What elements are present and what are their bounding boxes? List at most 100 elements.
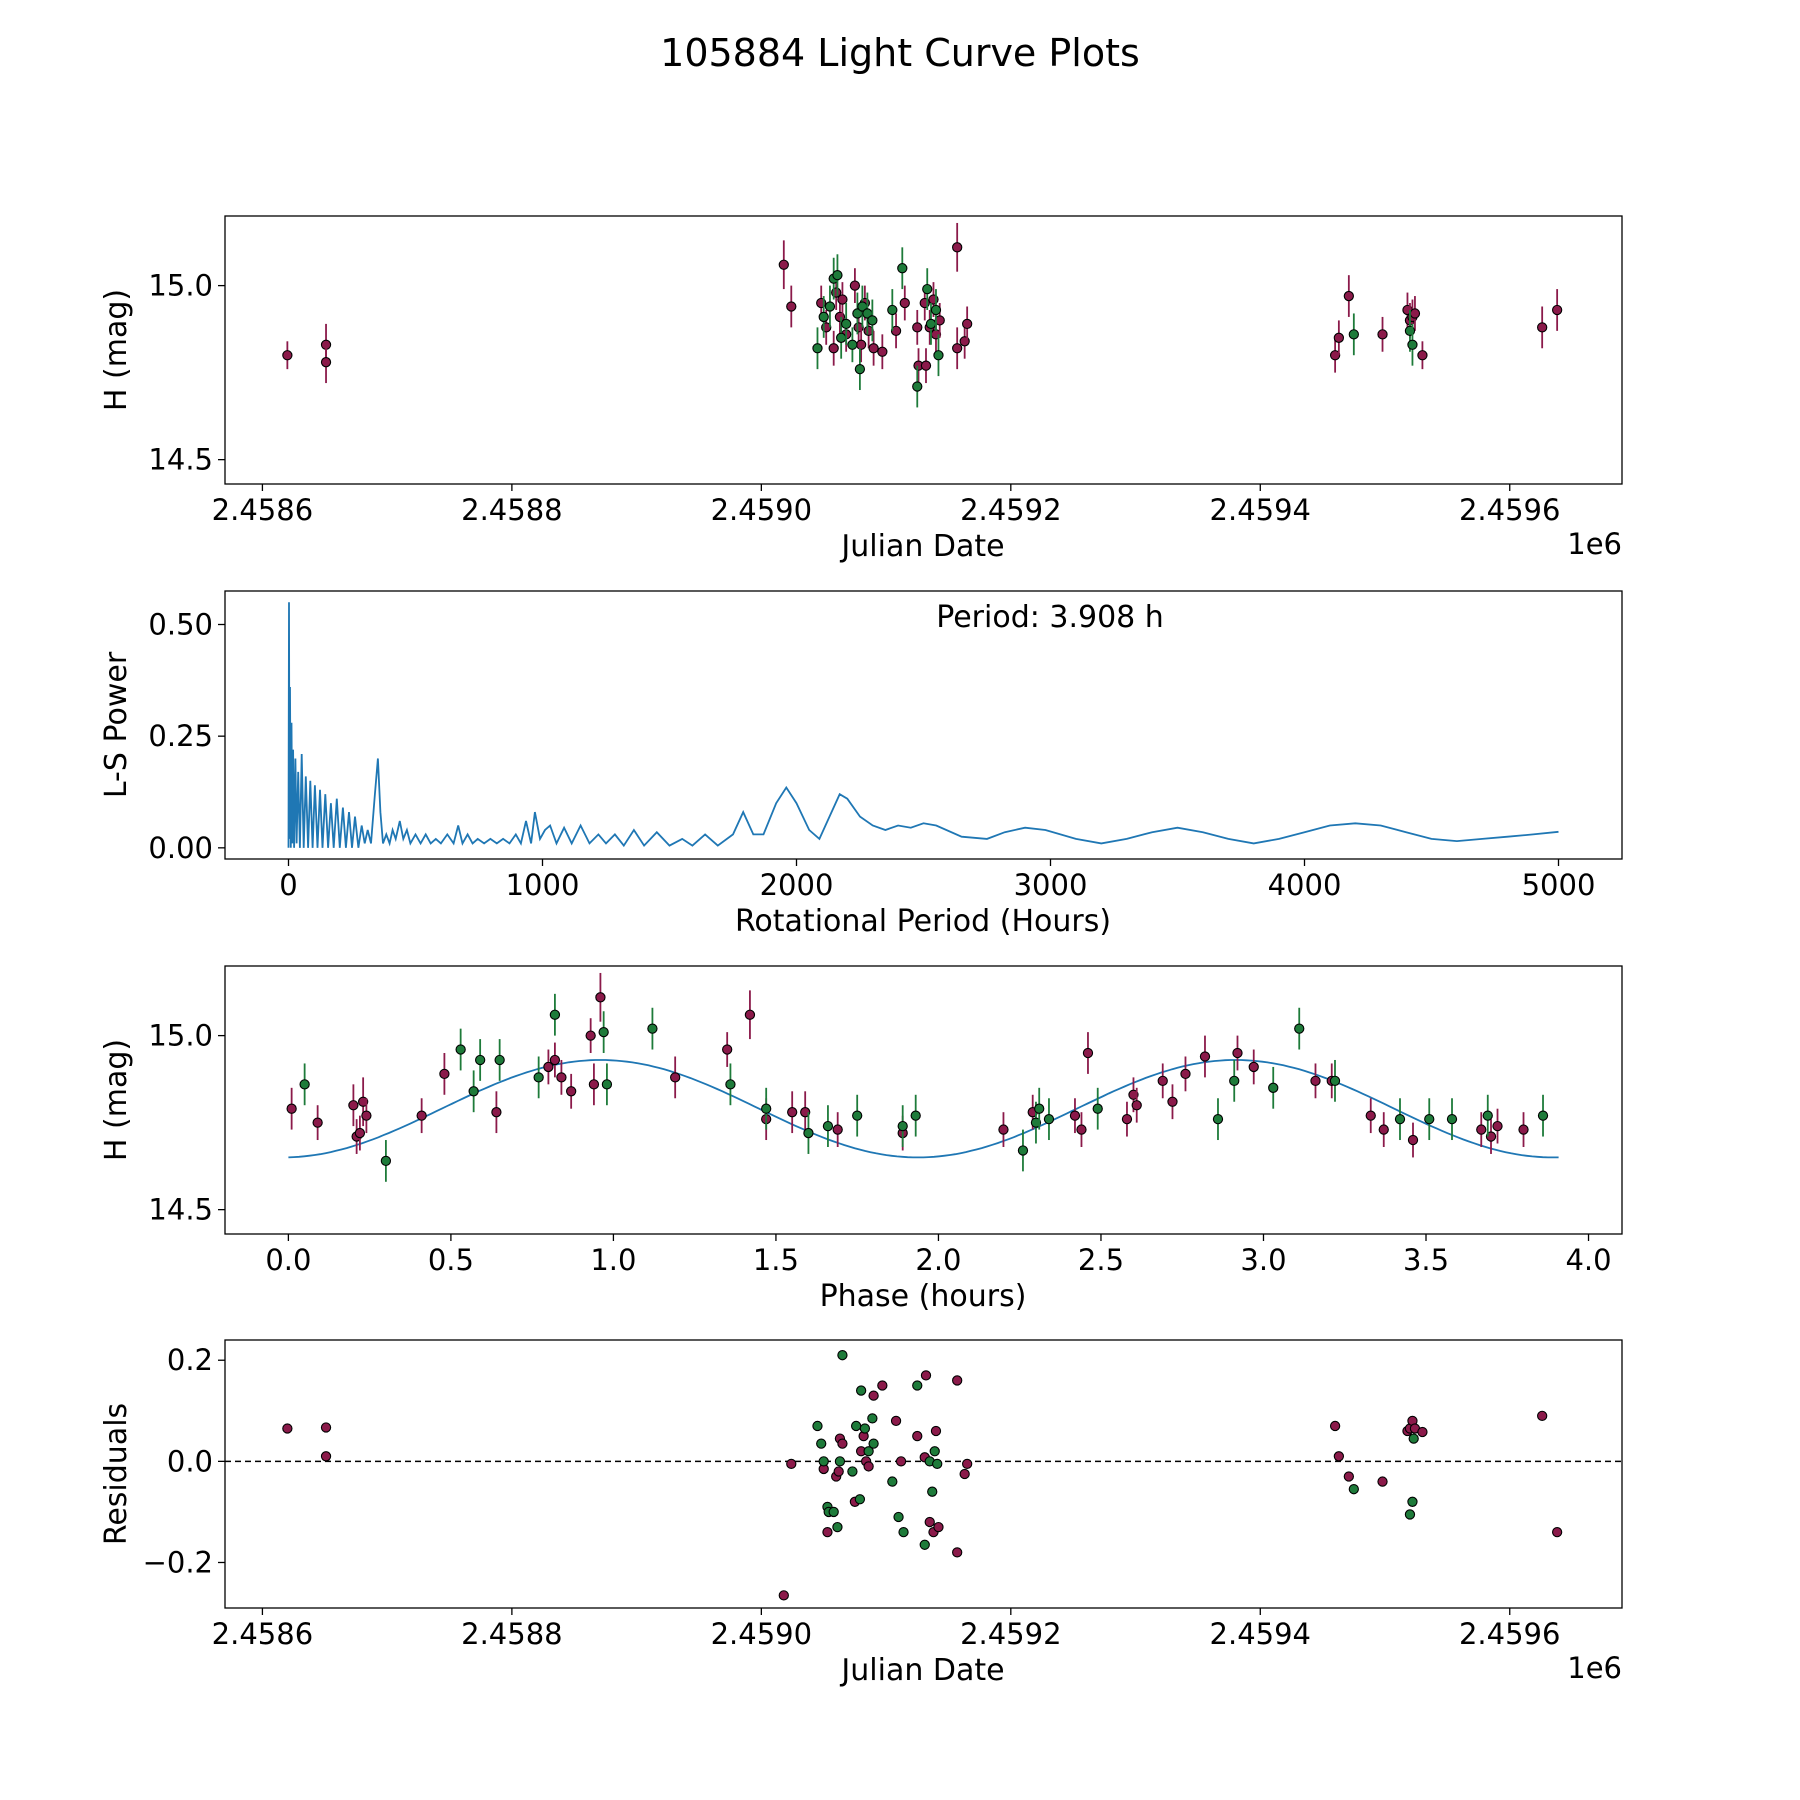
data-point (416, 1110, 427, 1121)
data-point (912, 381, 923, 392)
data-point (1333, 332, 1345, 343)
data-point (1043, 1113, 1055, 1125)
data-point (282, 350, 293, 361)
data-point (855, 339, 867, 350)
data-point (828, 343, 839, 354)
data-point (282, 1423, 293, 1434)
y-axis-label: L-S Power (99, 651, 134, 798)
x-axis-label: Phase (hours) (820, 1279, 1027, 1314)
x-tick-label: 3.0 (1240, 1243, 1286, 1277)
data-point (744, 1009, 756, 1020)
data-point (1417, 1426, 1428, 1438)
y-axis: 14.5 15.0 (148, 269, 225, 477)
data-point (1407, 1496, 1418, 1507)
data-point (803, 1127, 814, 1139)
data-point (1482, 1110, 1493, 1121)
axes-frame (224, 215, 1623, 485)
x-tick-label: 0 (279, 868, 297, 902)
data-point (912, 1430, 923, 1442)
data-point (1212, 1113, 1224, 1125)
data-point (832, 1521, 843, 1533)
data-point (863, 1461, 874, 1472)
data-point (887, 1476, 898, 1487)
figure-title: 105884 Light Curve Plots (660, 31, 1140, 75)
x-axis: 0 1000 2000 3000 4000 5000 (279, 859, 1595, 902)
data-point (933, 350, 944, 361)
data-point (320, 1422, 332, 1433)
y-tick-label: 0.00 (148, 831, 213, 865)
x-axis-offset-label: 1e6 (1567, 1651, 1622, 1685)
data-point (800, 1107, 811, 1118)
y-tick-label: 14.5 (148, 443, 213, 477)
data-point (868, 343, 879, 354)
data-point (1092, 1103, 1103, 1114)
data-point (849, 280, 861, 291)
data-point (877, 346, 888, 357)
data-point (1424, 1113, 1435, 1125)
data-point (927, 1486, 938, 1497)
x-tick-label: 2.4590 (711, 493, 812, 527)
residual-marks (225, 1350, 1622, 1601)
x-tick-label: 2.5 (1078, 1243, 1124, 1277)
y-tick-label: 0.2 (167, 1343, 213, 1377)
residuals-panel: 2.4586 2.4588 2.4590 2.4592 2.4594 2.4596 −0.… (99, 1339, 1623, 1688)
data-point (725, 1079, 736, 1090)
data-point (898, 1527, 909, 1538)
y-axis: −0.2 0.0 0.2 (143, 1343, 225, 1579)
data-point (1076, 1124, 1087, 1135)
data-point (585, 1030, 596, 1041)
data-point (556, 1072, 567, 1083)
data-point (890, 1415, 902, 1427)
data-point (1268, 1082, 1279, 1093)
data-point (1294, 1023, 1305, 1034)
data-point (1407, 1134, 1419, 1146)
y-axis: 0.00 0.25 0.50 (148, 608, 225, 865)
data-point (818, 1456, 829, 1467)
data-point (1248, 1061, 1259, 1073)
data-point (1229, 1075, 1240, 1087)
data-point (595, 992, 606, 1003)
data-point (357, 1096, 369, 1107)
data-point (1378, 1124, 1389, 1135)
data-point (1537, 1110, 1549, 1121)
data-point (722, 1044, 733, 1055)
data-point (1180, 1068, 1191, 1080)
data-point (475, 1054, 486, 1066)
data-point (1232, 1047, 1243, 1059)
data-point (1343, 1471, 1354, 1482)
data-point (1537, 322, 1548, 333)
x-tick-label: 4.0 (1565, 1243, 1611, 1277)
data-point (847, 1466, 858, 1477)
data-point (952, 1547, 963, 1558)
data-point (910, 1110, 921, 1121)
y-tick-label: 15.0 (148, 1019, 213, 1053)
x-tick-label: 5000 (1522, 868, 1596, 902)
data-point (832, 1124, 843, 1135)
data-point (778, 259, 789, 270)
y-tick-label: −0.2 (143, 1545, 213, 1579)
data-point (920, 360, 932, 371)
data-point (1329, 1420, 1341, 1432)
data-point (1492, 1120, 1503, 1132)
data-point (850, 1420, 862, 1432)
x-tick-label: 2.4592 (960, 1617, 1061, 1651)
data-point (320, 357, 332, 368)
y-tick-label: 14.5 (148, 1193, 213, 1227)
x-tick-label: 2.4588 (461, 1617, 562, 1651)
x-axis: 2.4586 2.4588 2.4590 2.4592 2.4594 2.4596 (212, 1608, 1560, 1651)
data-point (922, 283, 933, 295)
data-point (1476, 1124, 1487, 1135)
data-point (854, 363, 866, 375)
data-point (863, 1446, 874, 1457)
data-point (1030, 1117, 1042, 1128)
data-point (566, 1086, 577, 1097)
data-point (1034, 1103, 1045, 1114)
data-point (1537, 1410, 1548, 1421)
x-axis-offset-label: 1e6 (1567, 527, 1622, 561)
data-point (786, 1458, 797, 1470)
data-point (588, 1079, 600, 1090)
data-point (1017, 1145, 1029, 1156)
data-point (348, 1100, 359, 1111)
data-point (1417, 350, 1428, 361)
data-point (837, 1350, 848, 1361)
